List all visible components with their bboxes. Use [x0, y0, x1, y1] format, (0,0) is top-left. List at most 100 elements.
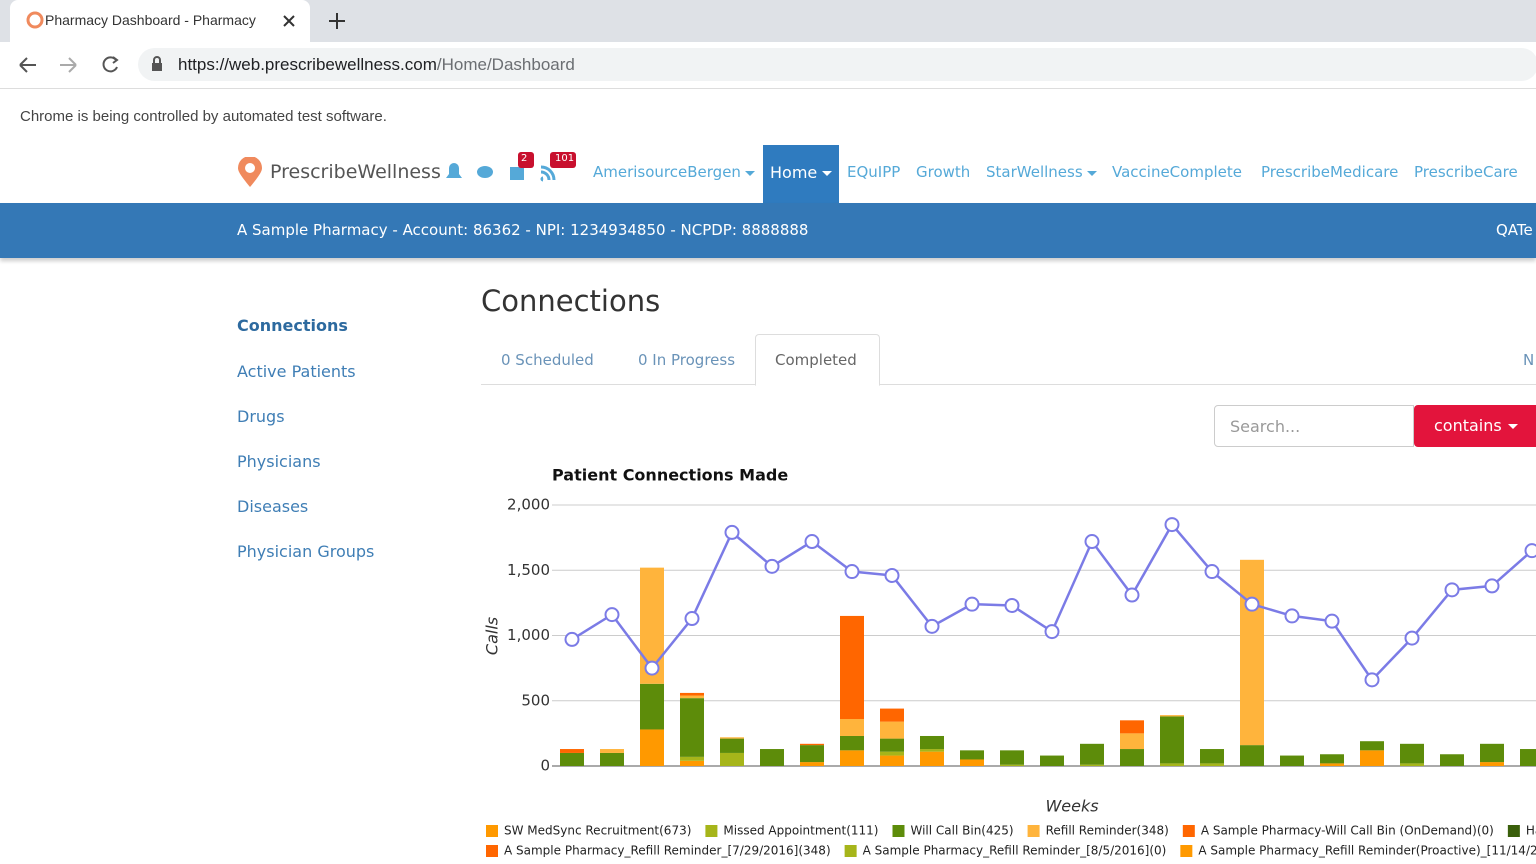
- tab[interactable]: Completed: [775, 351, 857, 369]
- new-tab[interactable]: [326, 10, 348, 32]
- user-name[interactable]: QATe: [1496, 221, 1533, 239]
- nav-menu[interactable]: PrescribeCare: [1414, 163, 1518, 181]
- bar-segment: [1200, 749, 1224, 764]
- nav-icons[interactable]: [440, 150, 580, 190]
- bar-segment: [1400, 763, 1424, 766]
- tab-close[interactable]: [280, 12, 300, 32]
- bar-segment: [760, 749, 784, 766]
- legend-label: Missed Appointment(111): [723, 824, 878, 838]
- nav-menu[interactable]: VaccineComplete: [1112, 163, 1242, 181]
- legend-swatch: [892, 825, 905, 837]
- line-point: [1204, 564, 1220, 580]
- line-point: [1444, 582, 1460, 598]
- bar-segment: [1160, 763, 1184, 766]
- nav-menu[interactable]: AmerisourceBergen: [593, 163, 741, 181]
- line-point: [1164, 517, 1180, 533]
- sidebar-link[interactable]: Drugs: [237, 407, 285, 426]
- y-axis-label: Calls: [483, 617, 502, 655]
- search-input[interactable]: [1214, 405, 1414, 447]
- logo-icon: [238, 157, 262, 187]
- line-point: [1324, 613, 1340, 629]
- url-path: /Home/Dashboard: [436, 55, 575, 74]
- bar-segment: [1120, 749, 1144, 766]
- caret: [1087, 171, 1097, 176]
- caret: [745, 171, 755, 176]
- bar-segment: [1360, 750, 1384, 766]
- line-point: [884, 567, 900, 583]
- search-placeholder: Search...: [1230, 417, 1301, 436]
- legend-label: A Sample Pharmacy_Refill Reminder_[7/29/…: [504, 844, 831, 858]
- account-bar: [0, 203, 1536, 258]
- caret: [1508, 424, 1518, 429]
- y-tick-label: 2,000: [507, 496, 550, 514]
- line-point: [644, 660, 660, 676]
- bar-segment: [920, 749, 944, 752]
- y-tick-label: 0: [540, 757, 550, 775]
- nav-menu[interactable]: Growth: [916, 163, 971, 181]
- nav-menu[interactable]: StarWellness: [986, 163, 1083, 181]
- bar-segment: [640, 683, 664, 730]
- bar-segment: [1440, 754, 1464, 766]
- legend-swatch: [1507, 825, 1520, 837]
- nav-menu[interactable]: EQuIPP: [847, 163, 901, 181]
- line-point: [1124, 587, 1140, 603]
- bar-segment: [800, 743, 824, 746]
- sidebar-link[interactable]: Physician Groups: [237, 542, 375, 561]
- line-point: [924, 618, 940, 634]
- bar-segment: [1280, 755, 1304, 766]
- x-axis-label: Weeks: [1045, 797, 1098, 816]
- sidebar-link[interactable]: Active Patients: [237, 362, 356, 381]
- address-bar[interactable]: [138, 48, 1536, 81]
- logo-text[interactable]: PrescribeWellness: [270, 161, 441, 183]
- url: https://web.prescribewellness.com/Home/D…: [178, 55, 575, 75]
- line-point: [564, 631, 580, 647]
- bar-segment: [680, 756, 704, 761]
- nav-menu[interactable]: Home: [770, 163, 818, 182]
- line-point: [1284, 608, 1300, 624]
- bar-segment: [880, 721, 904, 739]
- line-point: [1044, 624, 1060, 640]
- sidebar-link[interactable]: Connections: [237, 316, 348, 335]
- legend-label: Refill Reminder(348): [1046, 824, 1169, 838]
- tab[interactable]: 0 Scheduled: [501, 351, 594, 369]
- browser-tab[interactable]: [10, 0, 310, 42]
- tab[interactable]: 0 In Progress: [638, 351, 736, 369]
- bar-segment: [1120, 720, 1144, 734]
- legend-swatch: [486, 845, 498, 857]
- line: [571, 522, 1533, 682]
- sidebar-link[interactable]: Physicians: [237, 452, 321, 471]
- bar-segment: [960, 759, 984, 766]
- nav-menu[interactable]: PrescribeMedicare: [1261, 163, 1399, 181]
- line-point: [764, 558, 780, 574]
- line-point: [844, 564, 860, 580]
- line-point: [1364, 672, 1380, 688]
- bar-segment: [800, 745, 824, 763]
- legend-swatch: [844, 845, 857, 857]
- line-point: [604, 607, 620, 623]
- url-host: https://web.prescribewellness.com: [178, 55, 437, 74]
- bar-segment: [1160, 715, 1184, 717]
- bar-segment: [880, 751, 904, 756]
- legend-label: A Sample Pharmacy_Refill Reminder_[8/5/2…: [863, 844, 1167, 858]
- bar-segment: [1520, 749, 1536, 766]
- nav-buttons[interactable]: [16, 52, 126, 78]
- sidebar-link[interactable]: Diseases: [237, 497, 309, 516]
- bar-segment: [720, 737, 744, 739]
- bar-segment: [840, 719, 864, 736]
- legend-swatch: [1182, 825, 1195, 837]
- bar-segment: [1480, 743, 1504, 763]
- bar-segment: [880, 738, 904, 752]
- tab-title: Pharmacy Dashboard - Pharmacy: [45, 12, 256, 28]
- y-tick-label: 1,500: [507, 561, 550, 579]
- bar-segment: [1000, 750, 1024, 765]
- tab[interactable]: N: [1523, 351, 1535, 369]
- active-tab-bg: [755, 334, 880, 386]
- bar-segment: [560, 749, 584, 753]
- line-point: [1404, 630, 1420, 646]
- bar-segment: [960, 750, 984, 760]
- line-point: [964, 596, 980, 612]
- legend-swatch: [486, 825, 498, 837]
